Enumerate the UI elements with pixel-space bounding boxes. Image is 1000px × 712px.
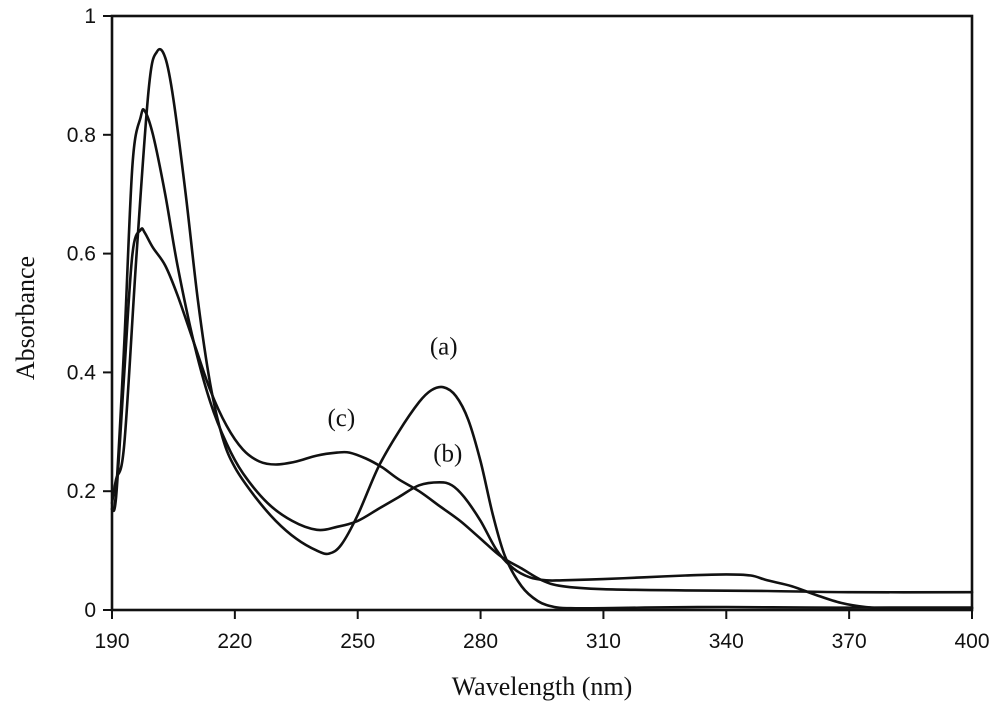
x-tick-label: 310 xyxy=(586,630,621,653)
series-lines xyxy=(110,47,974,610)
x-tick-label: 220 xyxy=(217,630,252,653)
curve-label: (a) xyxy=(430,334,458,361)
x-tick-label: 280 xyxy=(463,630,498,653)
x-axis-ticks: 190 220 250 280 310 340 370 400 xyxy=(94,610,990,653)
x-tick-label: 370 xyxy=(832,630,867,653)
y-tick-label: 0.2 xyxy=(67,480,96,503)
series-line-b xyxy=(110,107,974,610)
x-tick-label: 400 xyxy=(954,630,989,653)
y-axis-title: Absorbance xyxy=(11,256,40,380)
x-tick-label: 250 xyxy=(340,630,375,653)
series-line-c xyxy=(110,227,974,594)
annotations: (a) (b) (c) xyxy=(327,334,462,468)
plot-frame xyxy=(110,14,974,612)
curve-label: (b) xyxy=(433,441,462,468)
y-axis-ticks: 0 0.2 0.4 0.6 0.8 1 xyxy=(67,5,112,622)
y-tick-label: 0 xyxy=(84,599,96,622)
curve-label: (c) xyxy=(327,405,355,432)
y-tick-label: 0.6 xyxy=(67,243,96,266)
x-axis-title: Wavelength (nm) xyxy=(452,672,633,701)
y-tick-label: 1 xyxy=(84,5,96,28)
series-line-a xyxy=(110,47,974,610)
x-tick-label: 340 xyxy=(709,630,744,653)
y-tick-label: 0.8 xyxy=(67,124,96,147)
y-tick-label: 0.4 xyxy=(67,361,97,384)
x-tick-label: 190 xyxy=(94,630,129,653)
